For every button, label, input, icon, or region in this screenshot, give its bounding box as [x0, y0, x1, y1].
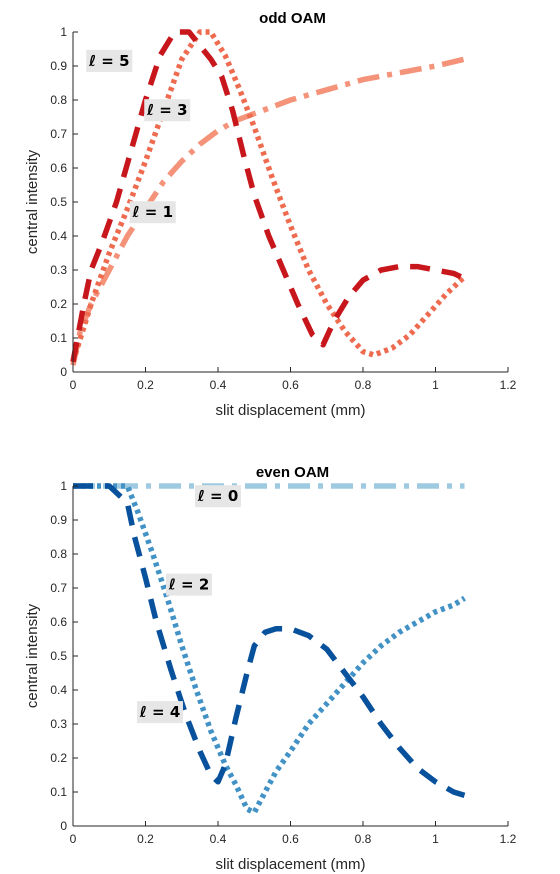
- chart-1-y-tick-label: 0.4: [50, 683, 67, 697]
- chart-1-x-tick-label: 0.8: [355, 832, 372, 846]
- chart-0-annotation-2-label: ℓ = 1: [131, 203, 173, 221]
- chart-0-annotation-0-box: [86, 49, 133, 72]
- chart-0-x-tick-label: 0.2: [137, 378, 154, 392]
- chart-0-x-tick-label: 0.6: [282, 378, 299, 392]
- chart-1-annotation-2-box: [137, 701, 183, 724]
- chart-1-series-1-line: [73, 483, 466, 816]
- chart-1-y-tick-label: 0.1: [50, 785, 67, 799]
- chart-0: 0 0.2 0.4 0.6 0.8 1 1.2 0 0.1 0.2 0.3 0.4 0.5 0.6 0.7 0…: [24, 10, 517, 419]
- chart-0-annotation-1-box: [144, 99, 191, 122]
- chart-1-x-tick-label: 1: [432, 832, 439, 846]
- chart-1-annotation-2-label: ℓ = 4: [139, 703, 181, 721]
- chart-0-series-0-line: [70, 56, 466, 366]
- chart-0-y-tick-label: 0.6: [50, 161, 67, 175]
- chart-1-x-tick-label: 1.2: [500, 832, 517, 846]
- chart-0-y-tick-label: 0.1: [50, 331, 67, 345]
- chart-0-y-tick-label: 0.3: [50, 263, 67, 277]
- chart-1-y-tick-label: 0.3: [50, 717, 67, 731]
- chart-0-x-tick-label: 1: [432, 378, 439, 392]
- chart-0-annotation-1-label: ℓ = 3: [146, 101, 188, 119]
- chart-1-y-tick-label: 0.2: [50, 751, 67, 765]
- chart-0-series-1-line: [70, 29, 467, 363]
- chart-0-title: odd OAM: [259, 10, 326, 27]
- chart-1-y-tick-label: 0: [60, 819, 67, 833]
- chart-1-title: even OAM: [256, 464, 329, 481]
- chart-0-y-tick-label: 0.7: [50, 127, 67, 141]
- chart-1-y-tick-label: 0.7: [50, 581, 67, 595]
- chart-1-y-tick-label: 1: [60, 479, 67, 493]
- chart-1-y-tick-label: 0.5: [50, 649, 67, 663]
- chart-0-y-tick-label: 0.9: [50, 59, 67, 73]
- chart-0-x-tick-label: 0.4: [210, 378, 227, 392]
- chart-1-y-tick-label: 0.9: [50, 513, 67, 527]
- chart-1-annotation-1-label: ℓ = 2: [168, 576, 210, 594]
- chart-1-y-tick-label: 0.8: [50, 547, 67, 561]
- chart-0-x-tick-label: 1.2: [500, 378, 517, 392]
- chart-1: 0 0.2 0.4 0.6 0.8 1 1.2 0 0.1 0.2 0.3 0.4 0.5 0.6 0.7 0…: [24, 464, 517, 873]
- chart-1-x-tick-label: 0.2: [137, 832, 154, 846]
- chart-1-y-axis-label: central intensity: [24, 603, 41, 708]
- chart-0-y-tick-label: 0.2: [50, 297, 67, 311]
- chart-0-y-tick-label: 0.5: [50, 195, 67, 209]
- chart-1-series-2-line: [73, 483, 466, 799]
- chart-0-x-tick-label: 0.8: [355, 378, 372, 392]
- chart-0-series-2-line: [70, 29, 463, 363]
- chart-0-annotation-2-box: [129, 201, 176, 224]
- chart-0-y-tick-label: 0: [60, 365, 67, 379]
- chart-0-y-tick-label: 1: [60, 25, 67, 39]
- chart-1-x-tick-label: 0.4: [210, 832, 227, 846]
- chart-1-annotation-0-box: [195, 485, 241, 508]
- chart-1-x-tick-label: 0.6: [282, 832, 299, 846]
- chart-0-annotation-0-label: ℓ = 5: [88, 52, 130, 70]
- chart-1-x-axis-label: slit displacement (mm): [215, 856, 365, 873]
- chart-1-annotation-0-label: ℓ = 0: [197, 487, 239, 505]
- chart-0-x-tick-label: 0: [70, 378, 77, 392]
- chart-1-annotation-1-box: [166, 573, 212, 596]
- chart-0-x-axis-label: slit displacement (mm): [215, 402, 365, 419]
- chart-0-y-tick-label: 0.8: [50, 93, 67, 107]
- chart-0-y-tick-label: 0.4: [50, 229, 67, 243]
- chart-1-y-tick-label: 0.6: [50, 615, 67, 629]
- chart-1-x-tick-label: 0: [70, 832, 77, 846]
- chart-0-y-axis-label: central intensity: [24, 149, 41, 254]
